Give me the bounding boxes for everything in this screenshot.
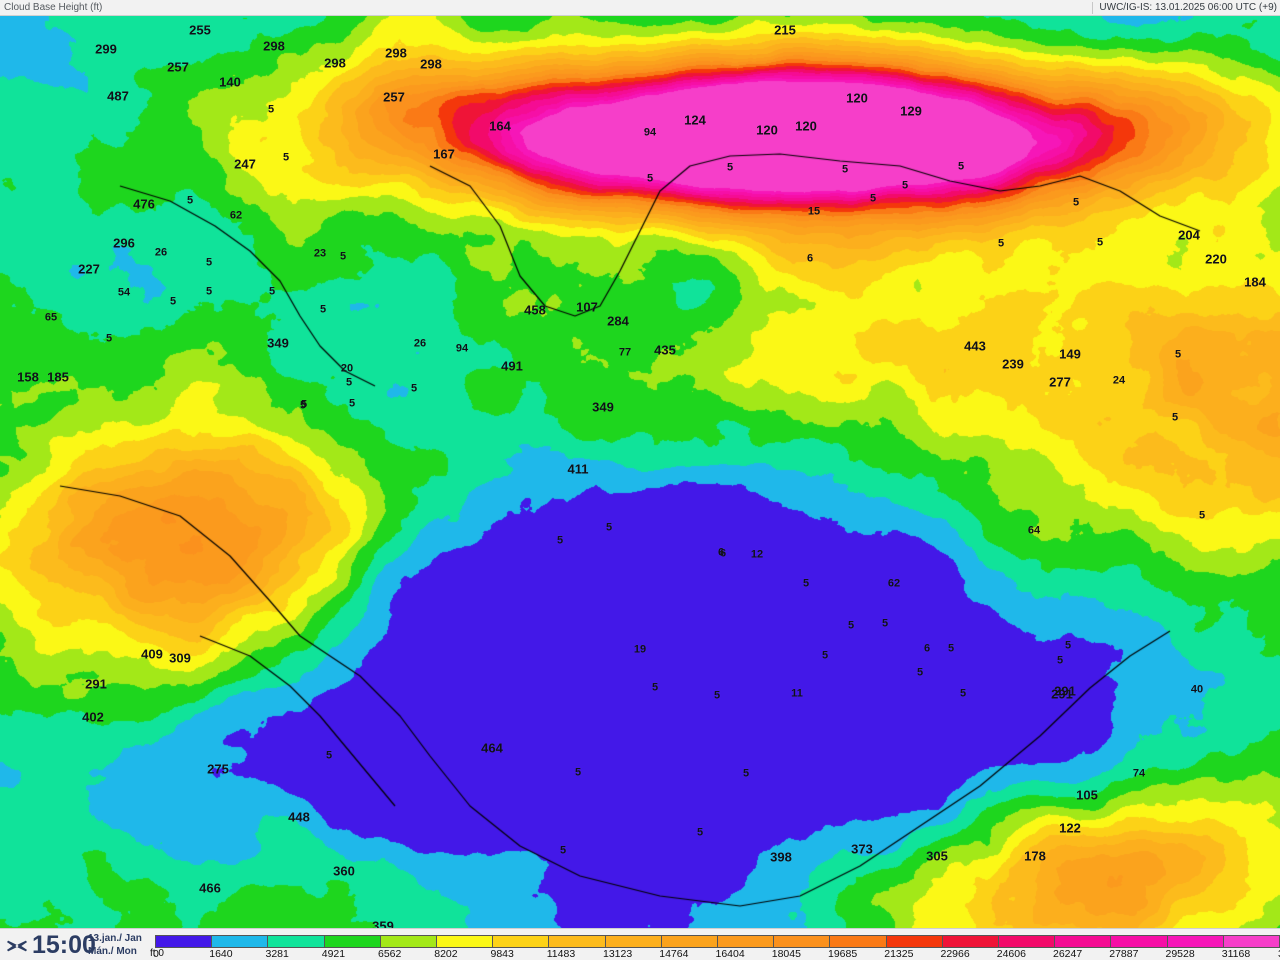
legend-tick: 4921 (321, 948, 346, 960)
legend-swatch (324, 936, 381, 947)
legend-swatch (605, 936, 662, 947)
legend-swatch (718, 936, 775, 947)
legend-swatch (156, 936, 213, 947)
legend-tick-labels: 0 1640 3281 4921 6562 8202 9843 11483 13123 14764… (153, 948, 1280, 960)
cloud-base-height-raster (0, 16, 1280, 928)
plane-icon (7, 940, 27, 952)
legend-tick: 31168 (1221, 948, 1251, 960)
page-title: Cloud Base Height (ft) (4, 2, 103, 13)
forecast-map[interactable]: 255 299 298 298 298 298 257 257 487 140 5 247 5 476 5 6… (0, 16, 1280, 928)
legend-tick: 27887 (1109, 948, 1139, 960)
legend-swatch (549, 936, 606, 947)
legend-tick: 9843 (490, 948, 514, 960)
legend-swatch (1111, 936, 1168, 947)
legend-swatch (942, 936, 1000, 947)
legend-swatch (1223, 936, 1280, 947)
forecast-time: 15:00 (32, 931, 96, 959)
legend-swatches (155, 935, 1280, 948)
legend-tick: 16404 (715, 948, 745, 960)
legend-tick: 8202 (434, 948, 458, 960)
forecast-date-day: 13.jan./ Jan (88, 933, 142, 944)
forecast-date-weekday: Mán./ Mon (88, 946, 137, 957)
legend-swatch (774, 936, 831, 947)
legend-swatch (212, 936, 269, 947)
legend-tick: 14764 (659, 948, 689, 960)
legend-tick: 32808 (1278, 948, 1280, 960)
legend-swatch (830, 936, 887, 947)
legend-swatch (661, 936, 719, 947)
legend-tick: 6562 (378, 948, 402, 960)
legend-unit-label: ft 0 (150, 948, 164, 959)
legend-tick: 1640 (209, 948, 233, 960)
legend-tick: 24606 (996, 948, 1026, 960)
legend-swatch (1167, 936, 1224, 947)
legend-tick: 3281 (265, 948, 289, 960)
legend-tick: 18045 (771, 948, 801, 960)
legend-tick: 26247 (1053, 948, 1083, 960)
app-header: Cloud Base Height (ft) UWC/IG-IS: 13.01.… (0, 0, 1280, 16)
legend-swatch (380, 936, 438, 947)
legend-tick: 0 (153, 948, 159, 960)
timeline-footer: 15:00 13.jan./ Jan Mán./ Mon ft 0 0 1640 3… (0, 928, 1280, 960)
color-legend[interactable]: ft 0 0 1640 3281 4921 6562 8202 9843 11483 13123… (150, 930, 1280, 960)
forecast-date: 13.jan./ Jan Mán./ Mon (88, 932, 150, 960)
legend-swatch (493, 936, 550, 947)
legend-tick: 29528 (1165, 948, 1195, 960)
legend-swatch (886, 936, 943, 947)
model-run-timestamp: UWC/IG-IS: 13.01.2025 06:00 UTC (+9) (1092, 2, 1277, 14)
legend-tick: 21325 (884, 948, 914, 960)
legend-tick: 19685 (828, 948, 858, 960)
legend-swatch (437, 936, 494, 947)
legend-swatch (999, 936, 1056, 947)
legend-swatch (268, 936, 325, 947)
legend-tick: 13123 (603, 948, 633, 960)
legend-tick: 11483 (546, 948, 576, 960)
legend-tick: 22966 (940, 948, 970, 960)
legend-swatch (1055, 936, 1112, 947)
